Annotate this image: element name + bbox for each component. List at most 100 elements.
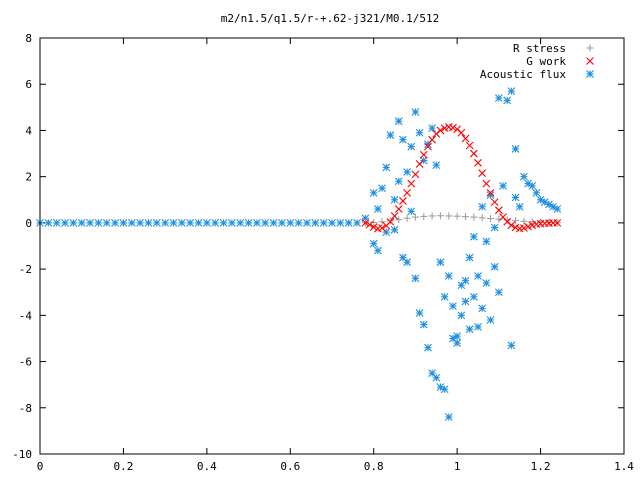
point-acoustic-flux	[478, 304, 487, 313]
point-acoustic-flux	[494, 94, 503, 102]
chart-title: m2/n1.5/q1.5/r-+.62-j321/M0.1/512	[221, 12, 440, 25]
point-g-work	[524, 222, 532, 231]
point-acoustic-flux	[219, 218, 228, 227]
point-acoustic-flux	[286, 218, 295, 227]
point-acoustic-flux	[486, 316, 495, 324]
point-g-work	[449, 123, 457, 132]
legend-label: Acoustic flux	[480, 68, 566, 81]
point-acoustic-flux	[474, 272, 482, 280]
point-acoustic-flux	[169, 218, 178, 227]
point-r-stress	[478, 214, 486, 222]
point-r-stress	[395, 216, 403, 224]
y-tick-label: 8	[25, 32, 32, 45]
point-acoustic-flux	[202, 218, 211, 227]
x-tick-label: 1.4	[614, 460, 634, 473]
y-tick-label: 4	[25, 124, 32, 137]
x-tick-label: 1	[454, 460, 461, 473]
point-r-stress	[470, 213, 478, 221]
point-acoustic-flux	[415, 128, 424, 137]
point-g-work	[490, 198, 499, 206]
point-g-work	[378, 224, 386, 232]
legend-marker	[586, 44, 594, 52]
point-acoustic-flux	[519, 172, 528, 181]
point-acoustic-flux	[424, 343, 432, 352]
point-acoustic-flux	[369, 188, 378, 197]
point-g-work	[461, 134, 470, 143]
point-acoustic-flux	[152, 218, 161, 227]
point-acoustic-flux	[407, 142, 416, 151]
y-tick-label: -2	[19, 263, 32, 276]
point-acoustic-flux	[411, 108, 420, 116]
y-tick-label: -4	[19, 309, 33, 322]
point-acoustic-flux	[294, 218, 303, 227]
point-g-work	[457, 128, 466, 137]
point-acoustic-flux	[378, 184, 386, 193]
point-g-work	[519, 224, 528, 232]
point-r-stress	[428, 212, 436, 220]
point-acoustic-flux	[403, 258, 411, 267]
point-acoustic-flux	[177, 218, 186, 227]
point-acoustic-flux	[94, 218, 103, 227]
y-tick-label: -8	[19, 402, 32, 415]
point-acoustic-flux	[436, 258, 445, 267]
point-acoustic-flux	[469, 232, 478, 241]
point-acoustic-flux	[453, 339, 462, 347]
point-acoustic-flux	[61, 218, 69, 227]
point-acoustic-flux	[236, 218, 245, 227]
point-acoustic-flux	[511, 193, 520, 202]
point-acoustic-flux	[278, 218, 286, 227]
point-g-work	[365, 220, 374, 229]
point-acoustic-flux	[465, 253, 474, 262]
point-acoustic-flux	[328, 218, 336, 227]
point-g-work	[411, 170, 420, 179]
point-r-stress	[461, 213, 469, 221]
point-r-stress	[487, 214, 495, 222]
point-acoustic-flux	[144, 218, 153, 227]
point-g-work	[507, 221, 516, 230]
point-acoustic-flux	[532, 188, 541, 197]
point-acoustic-flux	[390, 195, 399, 204]
point-acoustic-flux	[369, 239, 378, 248]
y-tick-label: 0	[25, 217, 32, 230]
point-acoustic-flux	[415, 309, 424, 317]
point-acoustic-flux	[311, 218, 320, 227]
point-acoustic-flux	[444, 413, 453, 421]
point-g-work	[486, 188, 495, 197]
point-r-stress	[420, 212, 428, 220]
point-g-work	[419, 150, 428, 159]
point-acoustic-flux	[303, 218, 311, 227]
point-acoustic-flux	[77, 218, 86, 227]
point-acoustic-flux	[411, 274, 420, 283]
point-acoustic-flux	[507, 87, 516, 96]
point-acoustic-flux	[432, 161, 441, 170]
point-acoustic-flux	[507, 341, 516, 350]
point-acoustic-flux	[457, 311, 466, 320]
point-g-work	[474, 158, 482, 167]
point-acoustic-flux	[353, 218, 361, 227]
point-acoustic-flux	[428, 124, 437, 133]
point-acoustic-flux	[444, 272, 453, 280]
plot-frame	[39, 37, 625, 455]
point-g-work	[553, 218, 562, 227]
point-acoustic-flux	[482, 279, 491, 287]
point-r-stress	[378, 218, 386, 226]
point-acoustic-flux	[432, 373, 441, 382]
point-acoustic-flux	[86, 218, 94, 227]
point-acoustic-flux	[461, 297, 470, 306]
point-acoustic-flux	[499, 182, 507, 190]
point-acoustic-flux	[136, 218, 145, 227]
legend-label: R stress	[513, 42, 566, 55]
x-tick-label: 0.4	[197, 460, 217, 473]
point-acoustic-flux	[469, 292, 478, 301]
point-acoustic-flux	[386, 131, 395, 139]
legend-label: G work	[526, 55, 566, 68]
point-acoustic-flux	[511, 145, 520, 153]
point-acoustic-flux	[394, 177, 403, 186]
point-g-work	[403, 188, 411, 197]
axis-ticks: 0 0.2 0.4 0.6 0.8 1 1.2 1.4 -10 -8 -6 -4 -2 0 2 4 6 8	[12, 32, 634, 473]
point-r-stress	[445, 212, 453, 220]
point-acoustic-flux	[465, 325, 474, 334]
point-acoustic-flux	[407, 207, 416, 216]
point-acoustic-flux	[344, 218, 353, 227]
